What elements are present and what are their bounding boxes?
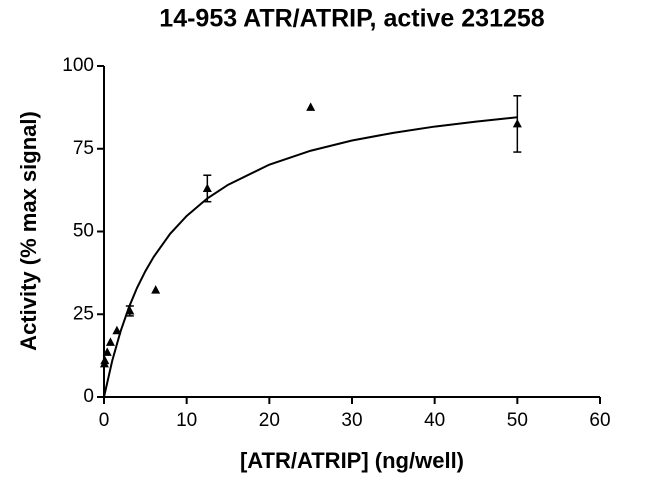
point [306,102,316,111]
y-tick-label: 25 [73,303,94,324]
point [112,325,122,335]
point [102,347,112,356]
x-tick-label: 30 [341,410,362,431]
point [100,355,110,365]
x-axis-title: [ATR/ATRIP] (ng/well) [240,448,464,473]
point [151,285,161,294]
x-tick-label: 50 [507,410,528,431]
x-tick-label: 10 [176,410,197,431]
point [105,337,115,346]
y-axis-title: Activity (% max signal) [16,111,41,351]
point [202,183,212,192]
y-tick-label: 50 [73,221,94,242]
x-tick-label: 20 [259,410,280,431]
x-tick-label: 60 [589,410,610,431]
x-tick-label: 0 [99,410,110,431]
x-tick-label: 40 [424,410,445,431]
y-tick-label: 75 [73,138,94,159]
y-tick-label: 0 [83,386,94,407]
point [512,118,522,128]
fit-curve [103,116,518,398]
chart-title: 14-953 ATR/ATRIP, active 231258 [159,5,544,33]
y-tick-label: 100 [62,55,94,76]
